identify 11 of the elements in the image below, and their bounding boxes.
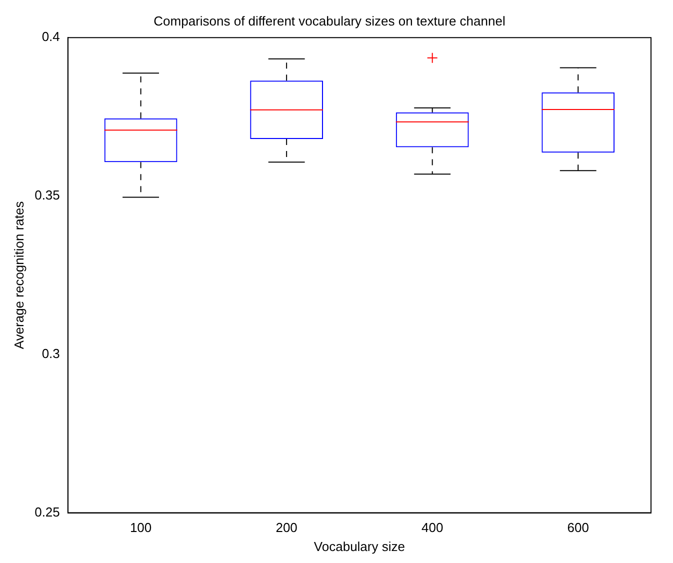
y-axis-title: Average recognition rates [11, 200, 26, 350]
x-tick-label: 400 [421, 520, 444, 536]
x-tick-label: 200 [276, 520, 298, 536]
y-tick-label: 0.3 [42, 346, 60, 361]
y-tick-label: 0.4 [42, 29, 60, 44]
y-tick-label: 0.35 [34, 188, 60, 203]
x-tick-label: 600 [567, 520, 589, 536]
chart-title: Comparisons of different vocabulary sizes on texture channel [154, 13, 506, 28]
y-tick-label: 0.25 [34, 504, 60, 520]
x-tick-label: 100 [130, 520, 152, 536]
x-axis-title: Vocabulary size [314, 538, 405, 554]
